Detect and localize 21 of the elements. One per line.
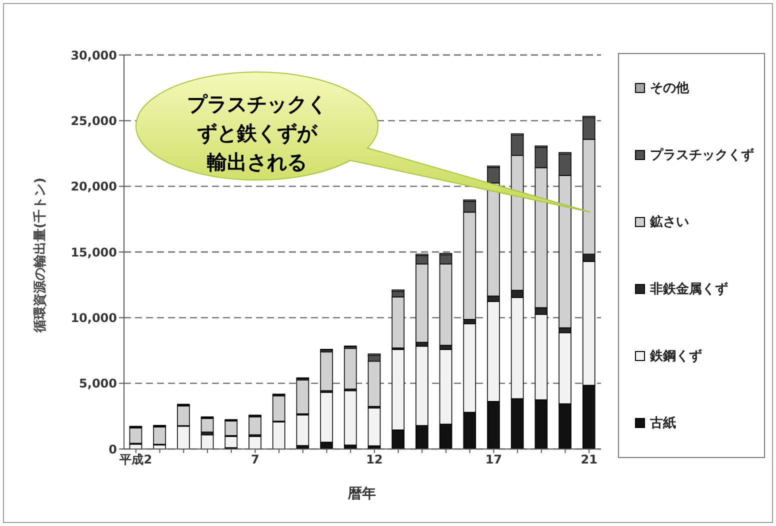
legend-label: 鉄鋼くず <box>650 348 702 366</box>
y-tick-label: 5,000 <box>79 376 117 391</box>
y-tick-label: 20,000 <box>70 180 117 194</box>
x-tick-label: 17 <box>485 452 502 467</box>
legend-label: 鉱さい <box>650 214 689 231</box>
x-tick-label: 平成2 <box>118 452 152 467</box>
y-tick-label: 0 <box>108 442 117 456</box>
y-tick-label: 25,000 <box>70 114 117 128</box>
x-axis-title: 暦年 <box>348 485 376 503</box>
x-tick-label: 12 <box>366 452 383 467</box>
legend-label: その他 <box>650 80 689 97</box>
legend-label: 非鉄金属くず <box>650 281 728 298</box>
x-tick-label: 21 <box>580 452 598 467</box>
y-tick-label: 30,000 <box>70 48 117 62</box>
y-axis-title: 循環資源の輸出量(千トン) <box>32 178 49 332</box>
x-tick-label: 7 <box>250 452 260 467</box>
annotation: プラスチックくずと鉄くずが輸出される <box>187 92 327 174</box>
legend-label: 古紙 <box>650 415 676 432</box>
legend-label: プラスチックくず <box>650 146 754 164</box>
y-tick-label: 15,000 <box>70 245 117 260</box>
y-tick-label: 10,000 <box>70 310 117 325</box>
